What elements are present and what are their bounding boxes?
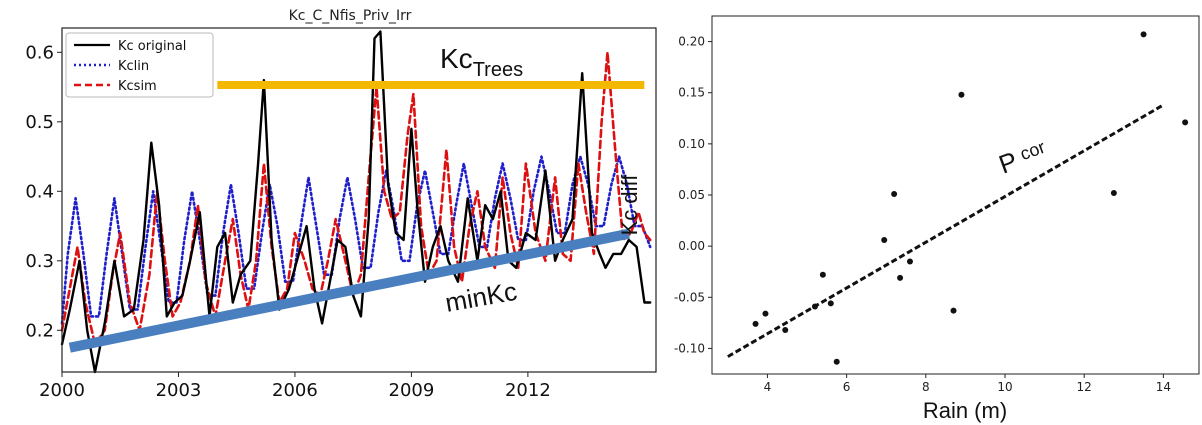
x-tick-label: 12 [1077, 380, 1092, 394]
scatter-point [1140, 31, 1147, 38]
x-tick-label: 6 [843, 380, 851, 394]
y-tick-label: 0.05 [678, 188, 705, 202]
y-tick-label: 0.2 [25, 320, 54, 341]
y-tick-label: -0.05 [674, 290, 705, 304]
left-line-chart: Kc_C_Nfis_Priv_Irr 2000 2003 2006 2009 2012 … [25, 8, 657, 401]
scatter-point [827, 300, 834, 307]
scatter-point [891, 190, 898, 197]
y-tick-label: 0.4 [25, 181, 54, 202]
right-plot-frame [711, 15, 1200, 375]
legend-label-kc-original: Kc original [118, 39, 186, 54]
y-tick-label: 0.3 [25, 251, 54, 272]
left-x-axis: 2000 2003 2006 2009 2012 [39, 372, 551, 401]
kc-trees-label: KcTrees [440, 43, 523, 81]
scatter-point [833, 358, 840, 365]
scatter-point [906, 258, 913, 265]
x-tick-label: 2009 [389, 380, 435, 401]
pcor-main: P [995, 146, 1022, 180]
scatter-point [1110, 189, 1117, 196]
left-legend: Kc original Kclin Kcsim [65, 32, 214, 98]
kc-trees-sub: Trees [473, 59, 523, 81]
y-tick-label: 0.5 [25, 112, 54, 133]
scatter-point [950, 307, 957, 314]
y-tick-label: 0.00 [678, 239, 705, 253]
y-tick-label: -0.10 [674, 341, 705, 355]
left-plot-frame [61, 27, 657, 373]
legend-box [65, 32, 214, 98]
scatter-point [958, 91, 965, 98]
x-tick-label: 2012 [505, 380, 551, 401]
scatter-point [897, 274, 904, 281]
scatter-point [881, 237, 888, 244]
y-tick-label: 0.15 [678, 86, 705, 100]
legend-label-kclin: Kclin [118, 59, 149, 74]
y-tick-label: 0.10 [678, 137, 705, 151]
scatter-point [819, 271, 826, 278]
x-tick-label: 2003 [156, 380, 202, 401]
right-x-axis-label: Rain (m) [923, 398, 1007, 423]
left-chart-title: Kc_C_Nfis_Priv_Irr [289, 8, 412, 24]
right-plot-content [727, 31, 1189, 365]
kc-trees-main: Kc [440, 43, 473, 74]
left-y-axis: 0.2 0.3 0.4 0.5 0.6 [25, 42, 62, 341]
minkc-line [68, 228, 630, 353]
right-scatter-chart: 4 6 8 10 12 14 -0.10 -0.05 0.00 0.05 0.10 0.15 0.20… [617, 15, 1200, 423]
scatter-point [811, 303, 818, 310]
x-tick-label: 2000 [39, 380, 85, 401]
minkc-label: minKc [443, 276, 519, 318]
y-tick-label: 0.6 [25, 42, 54, 63]
x-tick-label: 14 [1156, 380, 1171, 394]
series-line-kc-original [60, 30, 652, 374]
scatter-point [1182, 119, 1189, 126]
x-tick-label: 4 [764, 380, 772, 394]
pcor-sub: cor [1017, 137, 1047, 164]
right-x-axis: 4 6 8 10 12 14 [764, 374, 1171, 394]
x-tick-label: 8 [922, 380, 930, 394]
pcor-label: Pcor [995, 135, 1051, 180]
y-tick-label: 0.20 [678, 35, 705, 49]
trend-line [727, 103, 1165, 358]
left-plot-content [60, 30, 652, 374]
legend-label-kcsim: Kcsim [118, 79, 157, 94]
scatter-point [782, 327, 789, 334]
scatter-point [752, 320, 759, 327]
scatter-point [762, 310, 769, 317]
x-tick-label: 2006 [272, 380, 318, 401]
right-y-axis: -0.10 -0.05 0.00 0.05 0.10 0.15 0.20 [674, 35, 712, 355]
x-tick-label: 10 [997, 380, 1012, 394]
right-y-axis-label: Kc diff [617, 174, 642, 236]
